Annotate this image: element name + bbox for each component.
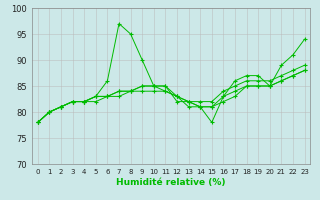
X-axis label: Humidité relative (%): Humidité relative (%) <box>116 178 226 187</box>
